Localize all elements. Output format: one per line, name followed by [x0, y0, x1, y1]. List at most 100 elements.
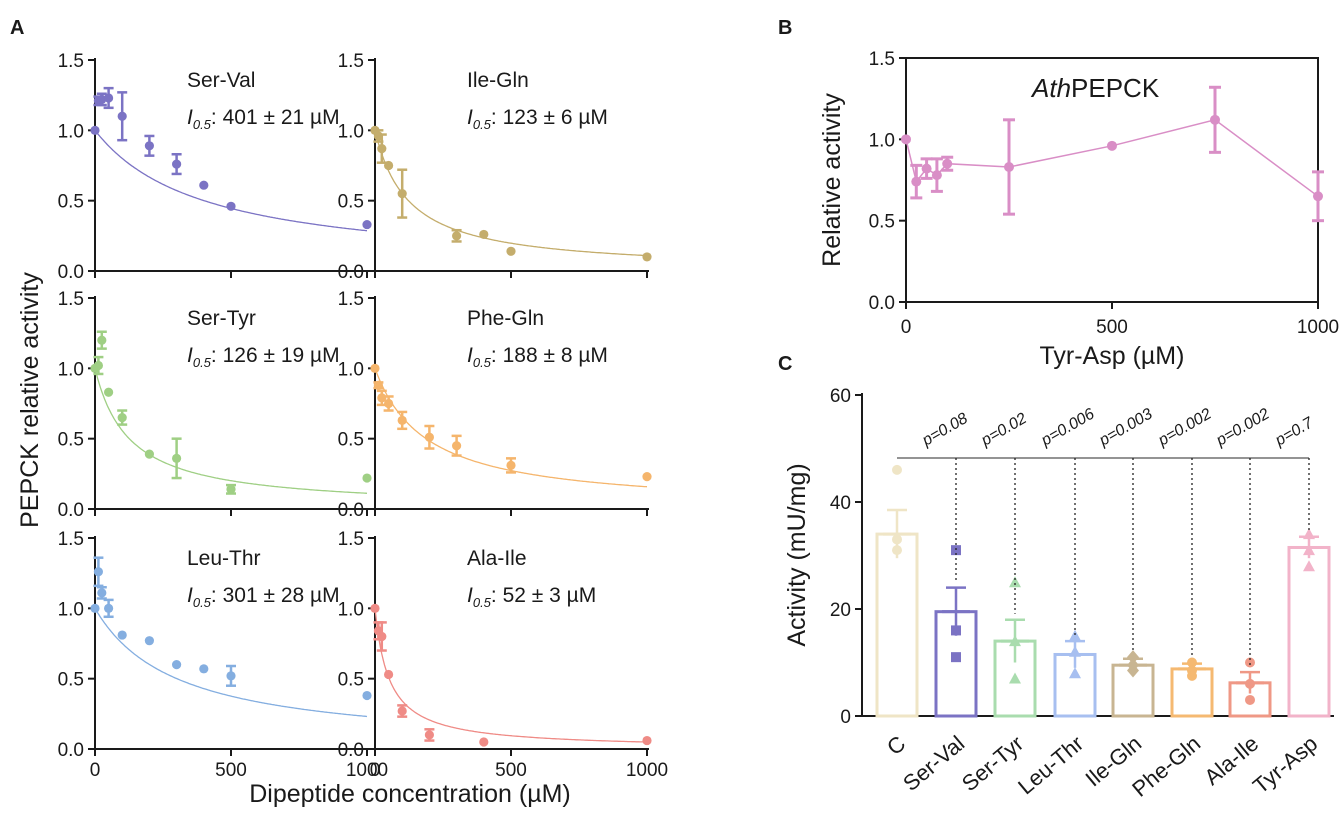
- panel-a-phe-gln-point: [642, 472, 652, 482]
- panel-a-ser-val-y-tick-label: 1.0: [58, 121, 84, 142]
- panel-b-point: [921, 163, 932, 174]
- panel-c-ala-ile-point: [1245, 657, 1255, 668]
- panel-a-ile-gln: 0.0 0.5 1.0 1.5 Ile-Gln I0.5: 123 ± 6 µM: [338, 51, 652, 283]
- panel-a-phe-gln: 0.0 0.5 1.0 1.5 Phe-Gln I0.5: 188 ± 8 µM: [338, 289, 652, 521]
- panel-c-leu-thr-category-label: Leu-Thr: [1013, 731, 1088, 800]
- panel-a-ile-gln-fit-curve: [374, 130, 648, 257]
- panel-a-ile-gln-point: [384, 160, 394, 171]
- panel-a-leu-thr: 0.0 0.5 1.0 1.5 0 500 1000 Leu-Thr I0.5: 301 ± 2…: [58, 529, 389, 781]
- panel-a-ile-gln-point: [377, 144, 387, 154]
- panel-a-ser-tyr-label: Ser-Tyr: [187, 307, 256, 330]
- panel-c-y-tick-label: 20: [830, 600, 851, 621]
- panel-a-leu-thr-point: [93, 567, 103, 577]
- panel-b-y-tick-label: 1.5: [869, 49, 895, 70]
- panel-a-ala-ile-x-tick-label: 0: [370, 760, 381, 781]
- panel-a-ala-ile-y-tick-label: 1.5: [338, 529, 364, 550]
- panel-c-y-tick-label: 0: [840, 707, 851, 728]
- panel-a-leu-thr-x-tick-label: 0: [90, 760, 101, 781]
- panel-b-point: [1107, 140, 1117, 151]
- panel-b-x-tick-label: 1000: [1297, 317, 1339, 338]
- panel-a-ala-ile-y-tick-label: 0.0: [338, 740, 364, 761]
- panel-a-ser-val-y-tick-label: 1.5: [58, 51, 84, 72]
- panel-c-tyr-asp-point: [1303, 560, 1315, 572]
- panel-letter-c: C: [778, 353, 792, 375]
- panel-b-point: [931, 170, 942, 181]
- panel-a-ala-ile-point: [397, 706, 407, 716]
- panel-b-point: [1004, 161, 1014, 172]
- panel-a-ala-ile-point: [384, 669, 394, 680]
- panel-a-ser-tyr-y-tick-label: 0.0: [58, 500, 84, 521]
- panel-a-ser-val-label: Ser-Val: [187, 69, 255, 92]
- panel-c-ile-gln-point: [1127, 663, 1139, 678]
- panel-b: 0.0 0.5 1.0 1.5 0 500 1000 AthPEPCK Relative act…: [818, 49, 1339, 370]
- panel-a-ser-tyr: 0.0 0.5 1.0 1.5 Ser-Tyr I0.5: 126 ± 19 µM: [58, 289, 372, 521]
- panel-a-ser-val-point: [362, 219, 372, 230]
- panel-a-ala-ile-point: [479, 737, 489, 747]
- panel-a-ser-val-fit-curve: [94, 129, 368, 232]
- panel-c-ser-val-point: [951, 545, 961, 556]
- panel-a-ala-ile-i05-label: I0.5: 52 ± 3 µM: [467, 584, 596, 610]
- panel-a-ala-ile-y-tick-label: 0.5: [338, 670, 364, 691]
- panel-a-ile-gln-point: [506, 246, 516, 256]
- panel-a-leu-thr-y-tick-label: 0.0: [58, 740, 84, 761]
- panel-b-title: AthPEPCK: [1030, 73, 1160, 103]
- panel-c-tyr-asp-p-value: p=0.7: [1272, 414, 1317, 450]
- panel-a-ser-tyr-i05-label: I0.5: 126 ± 19 µM: [187, 344, 340, 370]
- panel-a-ala-ile: 0.0 0.5 1.0 1.5 0 500 1000 Ala-Ile I0.5: 52 ± 3 …: [338, 529, 669, 781]
- panel-a-ser-tyr-point: [362, 473, 372, 483]
- panel-a-ala-ile-point: [370, 603, 380, 613]
- panel-a-ile-gln-y-tick-label: 0.0: [338, 262, 364, 283]
- panel-a-ser-tyr-point: [93, 360, 103, 371]
- panel-a-ser-tyr-point: [104, 387, 114, 397]
- panel-a-leu-thr-point: [226, 671, 236, 681]
- panel-c-ser-val-p-value: p=0.08: [919, 410, 971, 450]
- panel-b-y-tick-label: 0.0: [869, 293, 895, 314]
- panel-a-ser-tyr-point: [117, 412, 127, 423]
- panel-letter-a: A: [10, 17, 24, 39]
- panel-a-ser-val-point: [90, 125, 100, 135]
- panel-a-phe-gln-y-tick-label: 1.5: [338, 289, 364, 310]
- panel-a-phe-gln-point: [373, 380, 383, 390]
- panel-a-leu-thr-y-tick-label: 1.5: [58, 529, 84, 550]
- panel-c-tyr-asp-category-label: Tyr-Asp: [1248, 731, 1322, 799]
- panel-a-leu-thr-x-tick-label: 1000: [346, 760, 388, 781]
- panel-b-point: [901, 134, 911, 145]
- panel-a-ala-ile-point: [642, 735, 652, 746]
- panel-a-ser-val-i05-label: I0.5: 401 ± 21 µM: [187, 106, 340, 132]
- panel-a-ala-ile-point: [424, 730, 434, 740]
- panel-c-leu-thr-p-value: p=0.006: [1038, 406, 1098, 450]
- panel-a-y-axis-label: PEPCK relative activity: [16, 272, 44, 528]
- panel-a-ala-ile-fit-curve: [374, 608, 647, 743]
- panel-c-c-point: [892, 464, 902, 475]
- panel-b-point: [911, 176, 922, 187]
- panel-a-ser-val-point: [199, 180, 209, 190]
- panel-a-leu-thr-point: [199, 664, 209, 674]
- panel-a-ser-val-point: [117, 111, 127, 121]
- panel-a-ile-gln-point: [452, 231, 462, 241]
- panel-a-leu-thr-y-tick-label: 0.5: [58, 670, 84, 691]
- panel-a-leu-thr-point: [104, 603, 114, 613]
- panel-a-phe-gln-point: [384, 398, 394, 409]
- panel-a-ile-gln-point: [397, 189, 407, 199]
- panel-a-leu-thr-point: [117, 630, 127, 640]
- panel-c-phe-gln-point: [1187, 657, 1197, 668]
- panel-a-ile-gln-label: Ile-Gln: [467, 69, 529, 92]
- panel-a-ser-val-y-tick-label: 0.0: [58, 262, 84, 283]
- panel-a-leu-thr-x-tick-label: 500: [215, 760, 247, 781]
- panel-c-ser-tyr-point: [1009, 635, 1021, 647]
- panel-a-leu-thr-point: [144, 636, 154, 646]
- panel-c-tyr-asp-point: [1303, 544, 1315, 556]
- panel-a-ser-val: 0.0 0.5 1.0 1.5 Ser-Val I0.5: 401 ± 21 µM: [58, 51, 372, 283]
- panel-a-leu-thr-y-tick-label: 1.0: [58, 599, 84, 620]
- panel-c-leu-thr-point: [1069, 667, 1081, 679]
- panel-a-ser-tyr-y-tick-label: 1.5: [58, 289, 84, 310]
- panel-c-leu-thr-point: [1069, 629, 1081, 641]
- panel-c-phe-gln-point: [1187, 670, 1197, 681]
- panel-a-ala-ile-point: [377, 631, 387, 642]
- panel-a-ser-val-point: [172, 159, 182, 169]
- panel-a-ala-ile-x-tick-label: 500: [495, 760, 527, 781]
- panel-a-ile-gln-y-tick-label: 1.0: [338, 121, 364, 142]
